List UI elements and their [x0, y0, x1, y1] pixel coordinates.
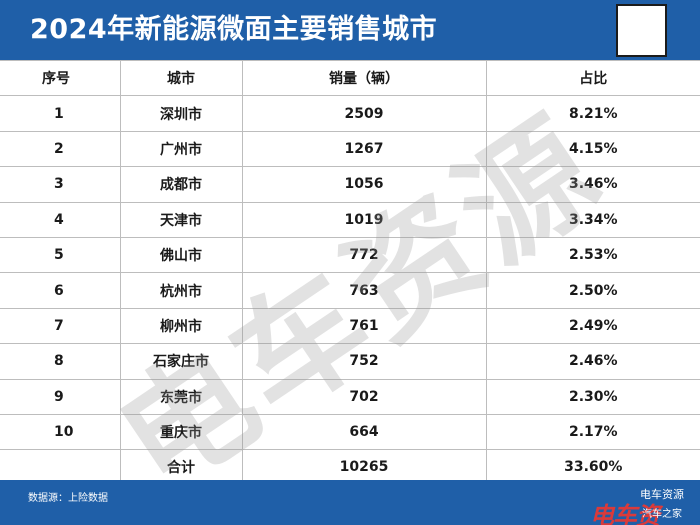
rank-cell: 4 [0, 201, 121, 238]
share-cell: 3.46% [485, 166, 700, 203]
sales-table: 序号 城市 销量（辆） 占比 1 深圳市 2509 8.21% 2 广州市 12… [0, 59, 700, 486]
column-header-rank: 序号 [0, 59, 121, 97]
sales-cell: 761 [241, 307, 487, 345]
share-cell: 2.50% [485, 272, 700, 309]
sales-cell: 1056 [241, 166, 487, 203]
column-header-city: 城市 [119, 59, 243, 97]
city-cell: 天津市 [119, 201, 243, 238]
city-cell: 东莞市 [119, 378, 243, 415]
table-row: 6 杭州市 763 2.50% [0, 272, 700, 309]
page-title: 2024年新能源微面主要销售城市 [30, 14, 438, 45]
share-cell: 2.53% [485, 236, 700, 274]
city-cell: 杭州市 [119, 272, 243, 309]
city-cell: 重庆市 [119, 413, 243, 451]
sales-cell: 752 [241, 343, 487, 380]
rank-cell: 9 [0, 378, 121, 415]
title-banner: 2024年新能源微面主要销售城市 [0, 0, 700, 60]
city-cell: 柳州市 [119, 307, 243, 345]
total-sales: 10265 [241, 449, 487, 486]
total-row: 合计 10265 33.60% [0, 449, 700, 486]
sales-cell: 1267 [241, 130, 487, 168]
table-row: 9 东莞市 702 2.30% [0, 378, 700, 415]
column-header-share: 占比 [485, 59, 700, 97]
table-row: 4 天津市 1019 3.34% [0, 201, 700, 238]
table-row: 10 重庆市 664 2.17% [0, 413, 700, 451]
rank-cell: 6 [0, 272, 121, 309]
share-cell: 2.17% [485, 413, 700, 451]
column-header-sales: 销量（辆） [241, 59, 487, 97]
rank-cell: 10 [0, 413, 121, 451]
table-row: 1 深圳市 2509 8.21% [0, 95, 700, 132]
share-cell: 8.21% [485, 95, 700, 132]
share-cell: 2.49% [485, 307, 700, 345]
city-cell: 佛山市 [119, 236, 243, 274]
rank-cell: 8 [0, 343, 121, 380]
share-cell: 2.46% [485, 343, 700, 380]
rank-cell: 5 [0, 236, 121, 274]
rank-cell: 3 [0, 166, 121, 203]
sales-cell: 763 [241, 272, 487, 309]
logo-placeholder [616, 4, 667, 57]
footer-bar: 数据源：上险数据 电车资 电车资源 汽车之家 [0, 480, 700, 525]
rank-cell: 1 [0, 95, 121, 132]
table-header-row: 序号 城市 销量（辆） 占比 [0, 59, 700, 97]
sales-cell: 1019 [241, 201, 487, 238]
table-row: 8 石家庄市 752 2.46% [0, 343, 700, 380]
table-row: 7 柳州市 761 2.49% [0, 307, 700, 345]
sales-cell: 664 [241, 413, 487, 451]
rank-cell: 2 [0, 130, 121, 168]
table-row: 5 佛山市 772 2.53% [0, 236, 700, 274]
data-source-note: 数据源：上险数据 [28, 493, 108, 504]
city-cell: 深圳市 [119, 95, 243, 132]
rank-cell: 7 [0, 307, 121, 345]
brand-logo: 电车资 [590, 502, 660, 525]
brand-platform: 汽车之家 [642, 509, 682, 520]
city-cell: 石家庄市 [119, 343, 243, 380]
city-cell: 成都市 [119, 166, 243, 203]
sales-cell: 2509 [241, 95, 487, 132]
sales-cell: 772 [241, 236, 487, 274]
share-cell: 4.15% [485, 130, 700, 168]
share-cell: 2.30% [485, 378, 700, 415]
city-cell: 广州市 [119, 130, 243, 168]
table-row: 3 成都市 1056 3.46% [0, 166, 700, 203]
table-row: 2 广州市 1267 4.15% [0, 130, 700, 168]
total-label: 合计 [119, 449, 243, 486]
share-cell: 3.34% [485, 201, 700, 238]
brand-name: 电车资源 [640, 488, 684, 501]
sales-cell: 702 [241, 378, 487, 415]
